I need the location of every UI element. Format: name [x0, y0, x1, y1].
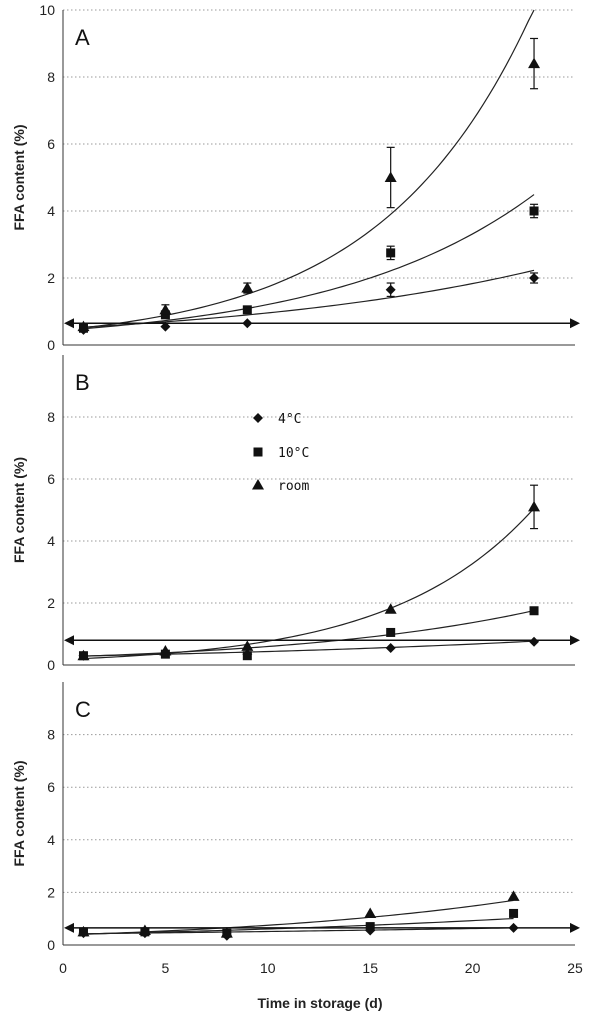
- y-tick-label: 0: [47, 657, 55, 673]
- marker-room: [77, 925, 90, 937]
- legend-label-c4: 4°C: [278, 412, 301, 427]
- y-axis-title: FFA content (%): [11, 457, 27, 563]
- marker-room: [77, 320, 90, 332]
- reference-arrow-right: [570, 318, 580, 329]
- fit-curve-room: [83, 507, 535, 660]
- marker-c10: [529, 206, 539, 216]
- error-bars-layer: [161, 37, 539, 530]
- marker-room: [77, 649, 90, 661]
- fit-curve-c4: [83, 269, 535, 328]
- fit-curve-c10: [83, 610, 535, 657]
- legend-label-c10: 10°C: [278, 446, 309, 461]
- y-tick-label: 0: [47, 337, 55, 353]
- marker-c4: [529, 636, 540, 647]
- fit-curve-c4: [83, 927, 514, 935]
- marker-room: [384, 171, 397, 182]
- legend-marker-c10: [253, 447, 263, 457]
- panel-label: A: [75, 25, 90, 50]
- marker-c4: [385, 284, 396, 295]
- marker-room: [528, 500, 541, 512]
- y-tick-label: 4: [47, 203, 55, 219]
- x-tick-label: 15: [362, 960, 378, 976]
- marker-c4: [242, 318, 253, 329]
- y-axis-title: FFA content (%): [11, 760, 27, 866]
- x-tick-label: 20: [465, 960, 481, 976]
- reference-arrow-left: [64, 318, 74, 329]
- marker-c4: [529, 273, 540, 283]
- y-tick-label: 6: [47, 136, 55, 152]
- marker-room: [241, 282, 254, 293]
- text-layer: 0 2 4 6 8 10 FFA content (%) A 0 2 4 6 8 FFA content …: [11, 2, 583, 976]
- reference-arrow-left: [64, 922, 74, 933]
- fit-curves-layer: [83, 9, 535, 935]
- frame-layer: [62, 10, 575, 946]
- y-axis-title: FFA content (%): [11, 124, 27, 230]
- marker-room: [528, 57, 541, 69]
- fit-curve-room: [83, 899, 514, 935]
- x-tick-label: 0: [59, 960, 67, 976]
- x-tick-label: 5: [162, 960, 170, 976]
- y-tick-label: 8: [47, 409, 55, 425]
- legend-label-room: room: [278, 479, 309, 494]
- y-tick-label: 8: [47, 727, 55, 743]
- y-tick-label: 2: [47, 884, 55, 900]
- legend-marker-c4: [253, 413, 263, 423]
- marker-c10: [242, 651, 252, 661]
- x-axis-title: Time in storage (d): [258, 995, 383, 1011]
- marker-c10: [242, 305, 252, 315]
- fit-curve-c10: [83, 194, 535, 330]
- marker-c4: [508, 922, 519, 933]
- marker-c10: [529, 606, 539, 616]
- y-tick-label: 2: [47, 595, 55, 611]
- marker-room: [159, 645, 172, 656]
- fit-curve-room: [83, 9, 535, 329]
- marker-room: [241, 640, 254, 651]
- marker-room: [364, 907, 377, 918]
- marker-c10: [386, 627, 396, 637]
- x-tick-label: 10: [260, 960, 276, 976]
- grid-layer: [63, 9, 575, 893]
- markers-layer: [77, 57, 541, 941]
- legend-marker-room: [252, 479, 264, 490]
- marker-room: [507, 890, 520, 901]
- reference-arrow-right: [570, 922, 580, 933]
- marker-room: [384, 603, 397, 614]
- y-tick-label: 6: [47, 471, 55, 487]
- marker-c10: [386, 248, 396, 258]
- x-tick-label: 25: [567, 960, 583, 976]
- marker-c4: [160, 321, 171, 332]
- y-tick-label: 4: [47, 533, 55, 549]
- marker-c10: [509, 908, 519, 918]
- marker-room: [220, 927, 233, 938]
- marker-room: [159, 303, 172, 315]
- reference-arrow-left: [64, 635, 74, 646]
- marker-room: [138, 924, 151, 936]
- y-tick-label: 8: [47, 69, 55, 85]
- panel-label: C: [75, 697, 91, 722]
- reference-lines-layer: [64, 318, 580, 933]
- marker-c10: [365, 922, 375, 932]
- y-tick-label: 0: [47, 937, 55, 953]
- y-tick-label: 4: [47, 832, 55, 848]
- y-tick-label: 10: [39, 2, 55, 18]
- reference-arrow-right: [570, 635, 580, 646]
- marker-c4: [385, 642, 396, 653]
- panel-label: B: [75, 370, 90, 395]
- y-tick-label: 2: [47, 270, 55, 286]
- y-tick-label: 6: [47, 779, 55, 795]
